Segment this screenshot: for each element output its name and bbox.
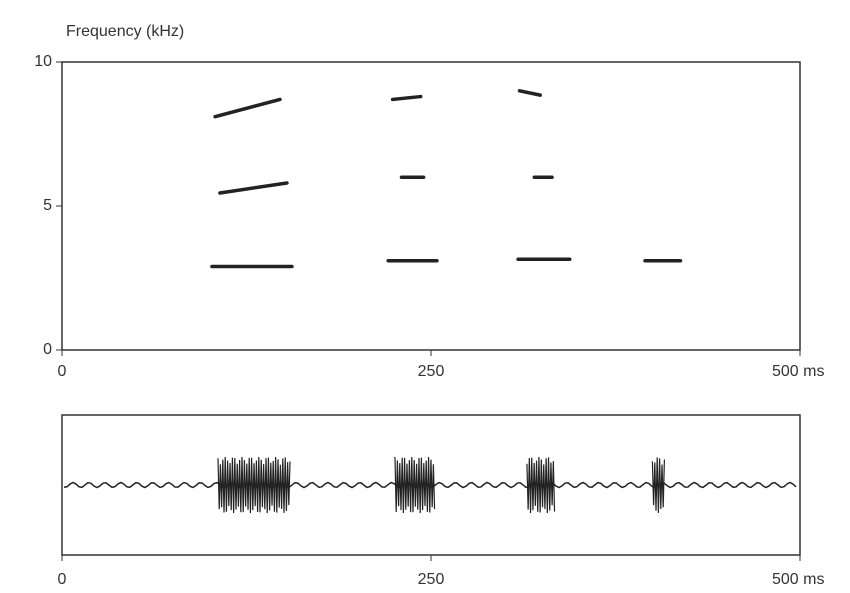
axis-title: Frequency (kHz) [66, 23, 184, 40]
y-tick-label: 0 [43, 341, 52, 358]
spectrogram-frame [61, 61, 801, 351]
burst [526, 457, 556, 514]
y-tick-label: 5 [43, 197, 52, 214]
x-tick-label: 250 [418, 363, 445, 380]
trace [213, 97, 282, 119]
x-tick-label: 500 ms [772, 363, 824, 380]
burst [651, 457, 665, 513]
trace [390, 94, 423, 102]
x-tick-label: 0 [58, 571, 67, 588]
x-tick-label: 0 [58, 363, 67, 380]
x-tick-label: 250 [418, 571, 445, 588]
burst [217, 456, 291, 514]
trace [517, 89, 542, 97]
x-tick-label: 500 ms [772, 571, 824, 588]
y-tick-label: 10 [34, 53, 52, 70]
burst [394, 456, 436, 514]
trace [218, 181, 289, 195]
